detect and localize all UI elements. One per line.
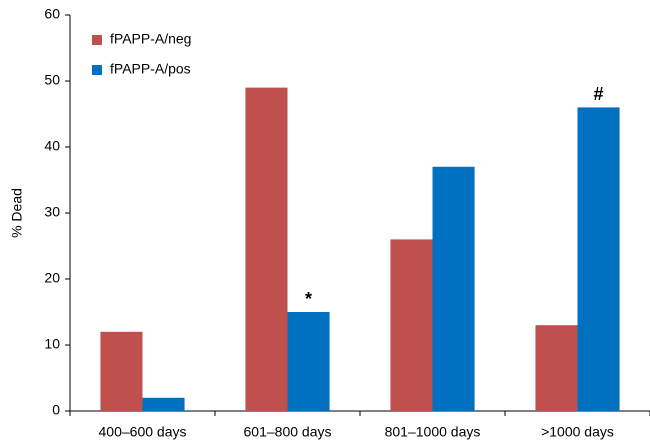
legend-swatch (92, 35, 102, 45)
x-tick-label: 400–600 days (99, 424, 187, 440)
y-tick-label: 40 (44, 138, 60, 154)
y-axis-label: % Dead (9, 188, 25, 238)
y-tick-label: 10 (44, 336, 60, 352)
y-tick-label: 30 (44, 204, 60, 220)
bar (287, 312, 330, 411)
x-tick-label: 801–1000 days (385, 424, 481, 440)
bar (432, 166, 475, 411)
bar (577, 107, 620, 412)
x-tick-label: 601–800 days (244, 424, 332, 440)
legend-label: fPAPP-A/pos (110, 61, 191, 77)
legend-label: fPAPP-A/neg (110, 31, 191, 47)
bar (390, 239, 433, 411)
bar (535, 325, 578, 411)
annotation: # (594, 84, 604, 104)
bar (100, 331, 143, 411)
bar (245, 87, 288, 411)
legend-swatch (92, 65, 102, 75)
y-tick-label: 0 (52, 402, 60, 418)
y-tick-label: 20 (44, 270, 60, 286)
annotation: * (305, 289, 312, 309)
x-tick-label: >1000 days (541, 424, 614, 440)
y-tick-label: 60 (44, 6, 60, 22)
bar (142, 397, 185, 411)
y-tick-label: 50 (44, 72, 60, 88)
